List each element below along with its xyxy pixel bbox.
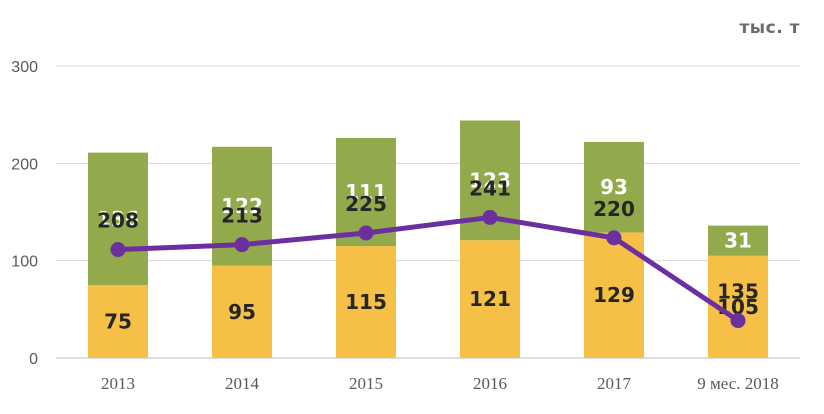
x-axis: 2013 2014 2015 2016 2017 9 мес. 2018 [56, 357, 800, 393]
total-data-label: 241 [469, 176, 511, 200]
bar-data-label: 122 [221, 194, 263, 218]
total-line-point [606, 230, 622, 246]
x-tick-label: 2014 [225, 374, 260, 393]
x-tick-label: 2015 [349, 374, 383, 393]
bar-data-label: 93 [600, 175, 628, 199]
y-tick-label: 100 [11, 254, 38, 271]
bar-segment [88, 152, 148, 285]
bar-segment [336, 246, 396, 358]
bar-segment [88, 285, 148, 358]
bar-segment [708, 225, 768, 256]
bar-data-label: 121 [469, 287, 511, 311]
total-line-point [358, 225, 374, 241]
gridlines [56, 65, 800, 262]
bar-data-label: 115 [345, 290, 387, 314]
unit-label: тыс. т [739, 18, 800, 38]
bar-data-label: 123 [469, 168, 511, 192]
bar-data-label: 111 [345, 180, 387, 204]
bar-segment [460, 240, 520, 358]
y-tick-label: 200 [11, 156, 38, 173]
total-data-label: 135 [717, 280, 759, 304]
bar-data-label: 31 [724, 229, 752, 253]
x-tick-label: 2016 [473, 374, 507, 393]
total-line-path [117, 214, 740, 323]
bar-segment [212, 265, 272, 358]
y-tick-label: 300 [11, 59, 38, 76]
total-line-point [482, 209, 498, 225]
total-line-point [110, 242, 126, 258]
bar-data-label: 95 [228, 300, 256, 324]
total-line-point [234, 237, 250, 253]
total-data-label: 213 [221, 204, 263, 228]
bar-segment [584, 141, 644, 233]
x-tick-label: 9 мес. 2018 [697, 374, 779, 393]
y-tick-label: 0 [29, 351, 38, 368]
x-tick-label: 2017 [597, 374, 632, 393]
total-data-label: 225 [345, 192, 387, 216]
total-line-point [730, 313, 746, 329]
total-line: 208 213 225 241 220 135 [97, 176, 759, 329]
total-data-label: 208 [97, 209, 139, 233]
bar-data-label: 136 [97, 207, 139, 231]
y-axis: 0 100 200 300 [11, 59, 38, 368]
x-tick-label: 2013 [101, 374, 135, 393]
bar-data-label: 129 [593, 283, 635, 307]
bar-data-label: 75 [104, 310, 132, 334]
total-data-label: 220 [593, 197, 635, 221]
